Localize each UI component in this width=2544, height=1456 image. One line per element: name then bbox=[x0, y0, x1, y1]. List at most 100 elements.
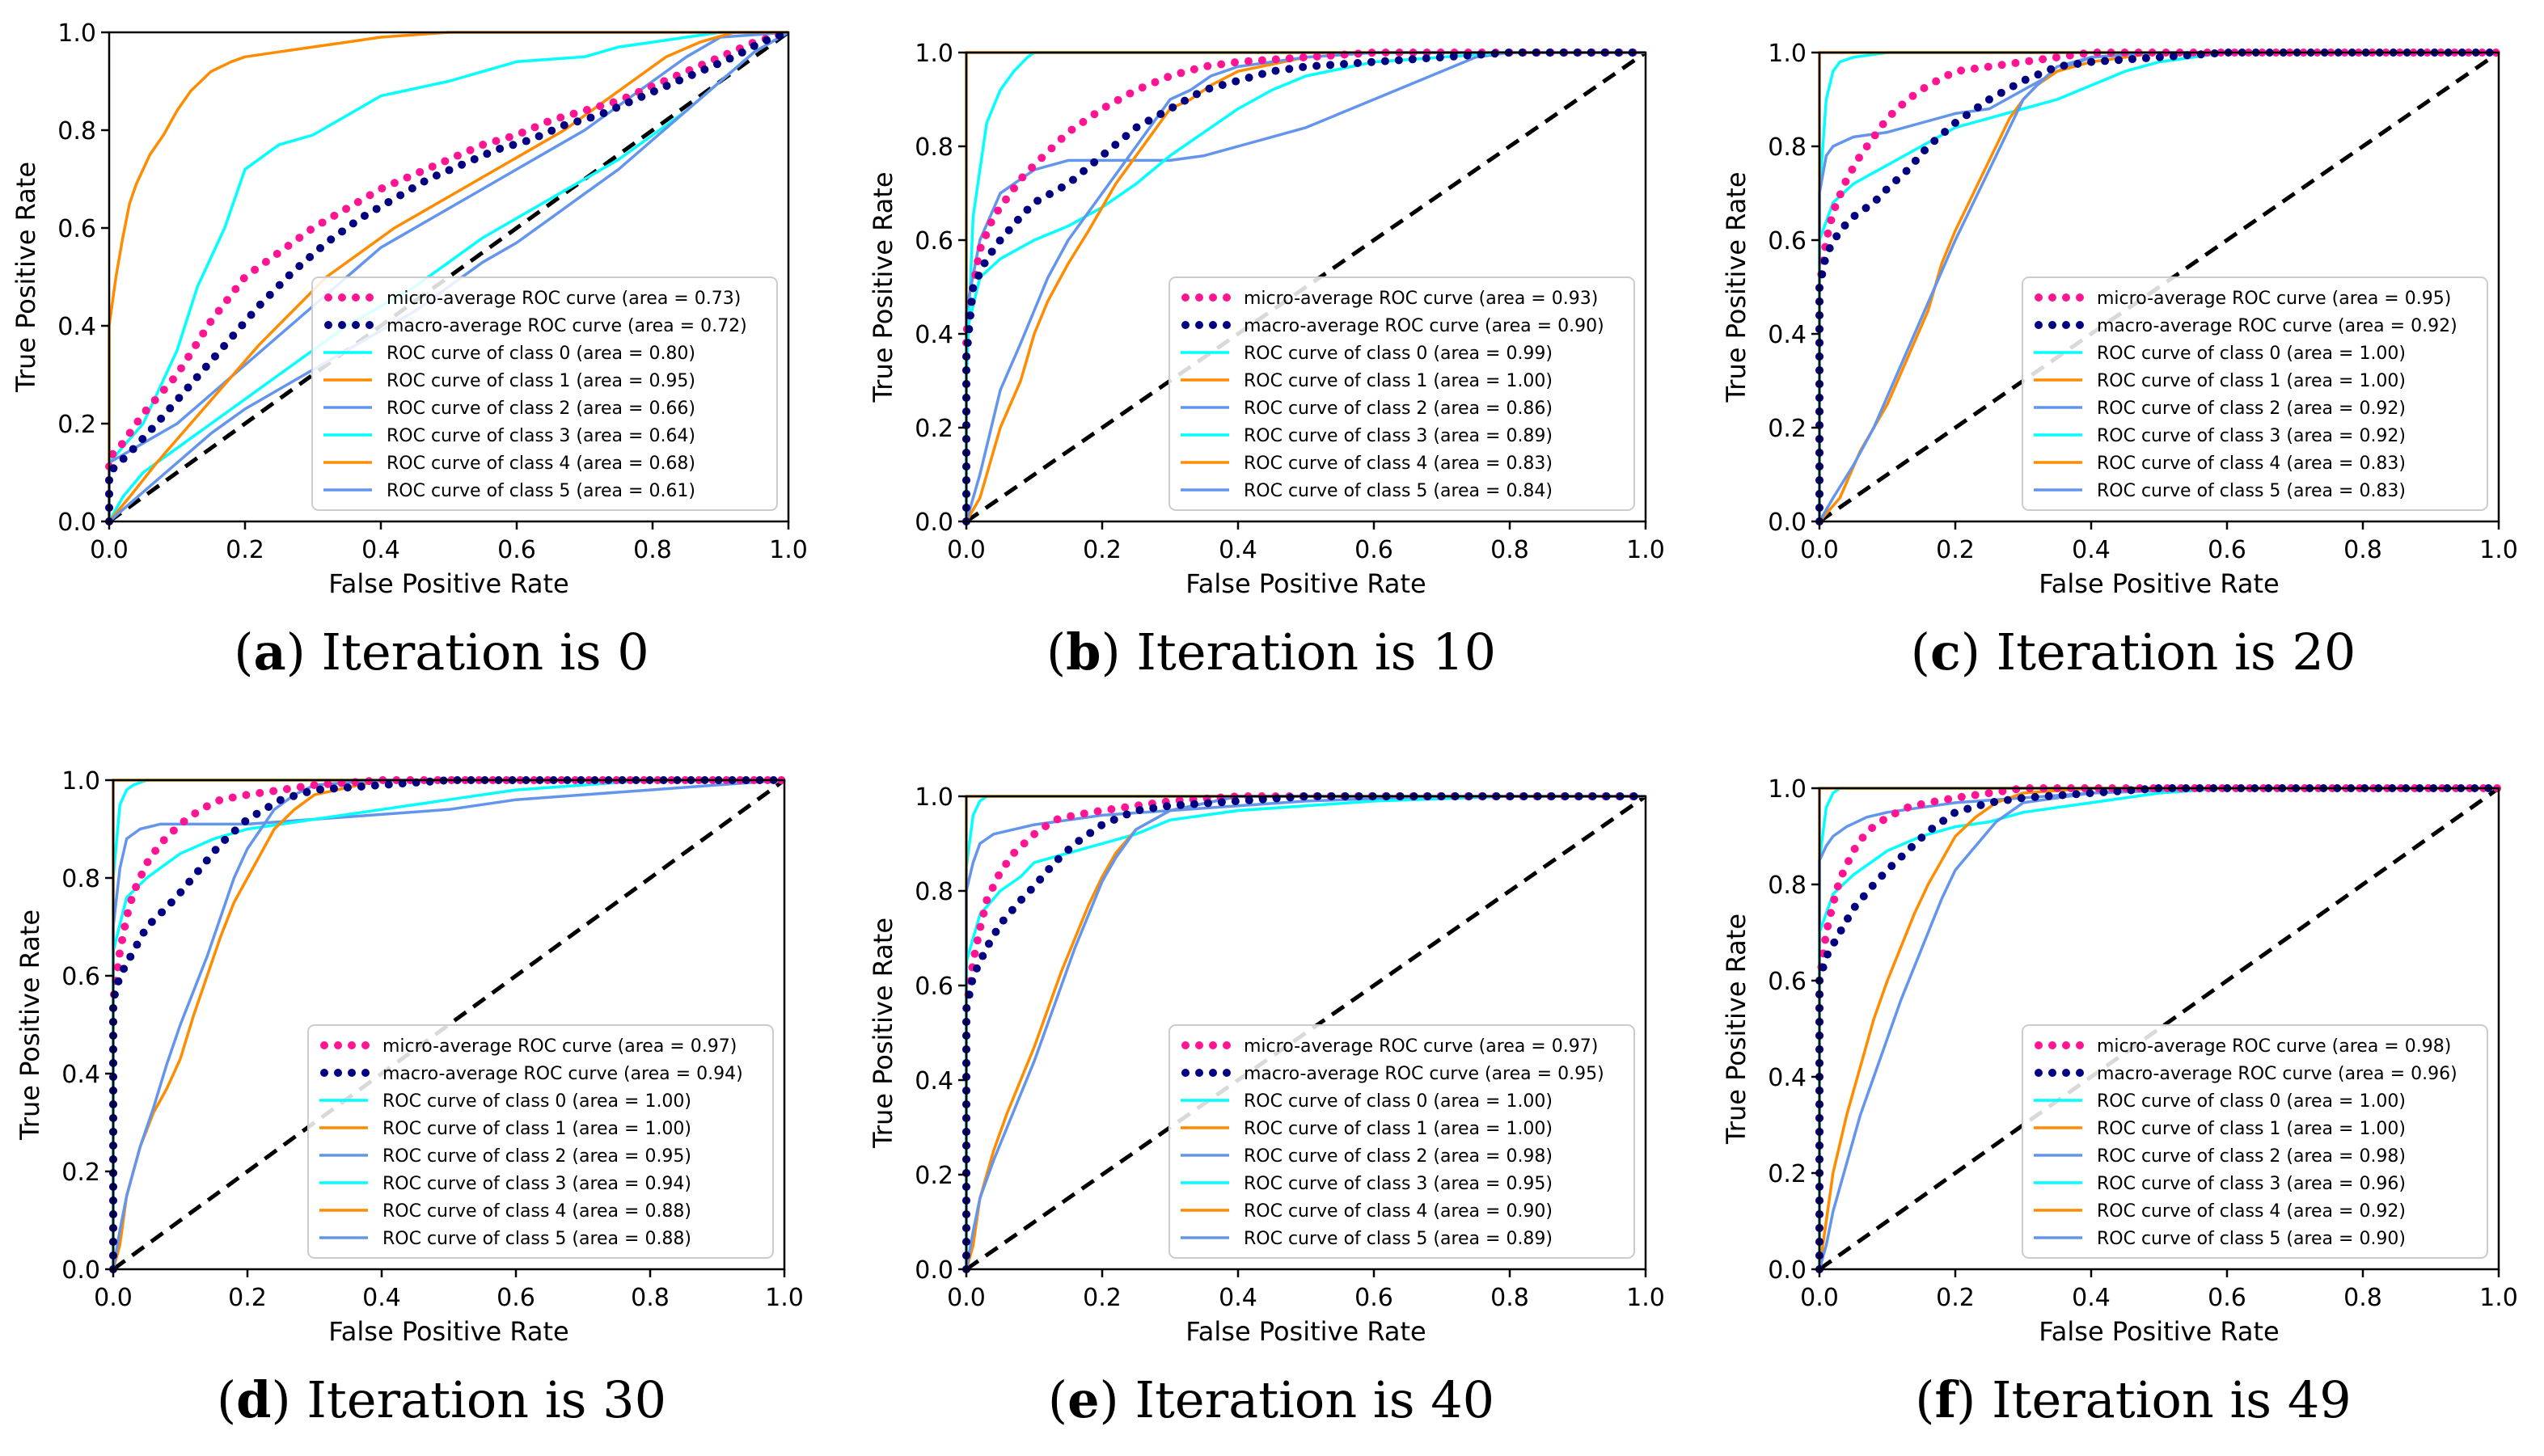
x-tick-label: 0.2 bbox=[1936, 536, 1975, 564]
y-tick-label: 0.6 bbox=[915, 227, 953, 255]
y-tick-label: 1.0 bbox=[1768, 40, 1807, 68]
roc-series-line-0 bbox=[105, 28, 792, 525]
y-tick-label: 0.8 bbox=[1768, 133, 1807, 162]
x-axis-label: False Positive Rate bbox=[2039, 1316, 2279, 1347]
legend-label: micro-average ROC curve (area = 0.97) bbox=[382, 1036, 737, 1057]
legend-label: ROC curve of class 0 (area = 0.80) bbox=[387, 344, 695, 364]
legend-label: ROC curve of class 0 (area = 0.99) bbox=[1244, 344, 1553, 364]
roc-series-line-7 bbox=[965, 51, 1646, 522]
y-tick-label: 0.8 bbox=[57, 117, 96, 146]
y-tick-label: 0.0 bbox=[1768, 509, 1807, 537]
plot-frame bbox=[965, 51, 1647, 523]
y-axis-label: True Positive Rate bbox=[868, 918, 898, 1149]
legend-box bbox=[1168, 276, 1635, 511]
roc-series-line-5 bbox=[112, 779, 784, 1269]
legend-label: macro-average ROC curve (area = 0.96) bbox=[2097, 1064, 2457, 1084]
legend-label: macro-average ROC curve (area = 0.92) bbox=[2097, 316, 2457, 336]
roc-series-line-2 bbox=[108, 31, 788, 521]
x-tick-label: 0.6 bbox=[497, 1284, 535, 1312]
legend-label: ROC curve of class 3 (area = 0.94) bbox=[382, 1174, 691, 1194]
roc-series-line-0 bbox=[962, 49, 1650, 525]
x-tick-label: 1.0 bbox=[2479, 536, 2518, 564]
x-tick-label: 0.8 bbox=[633, 536, 672, 564]
legend-label: macro-average ROC curve (area = 0.90) bbox=[1244, 316, 1604, 336]
roc-chart-0: 0.0 0.2 0.4 0.6 0.8 1.0 0.0 0.2 0.4 0.6 0.8 1.0 Fals… bbox=[11, 19, 808, 599]
x-tick-label: 1.0 bbox=[765, 1284, 804, 1312]
x-tick-label: 0.6 bbox=[497, 536, 536, 564]
plot-frame bbox=[108, 31, 790, 523]
x-tick-label: 0.8 bbox=[1490, 1284, 1529, 1312]
legend-label: ROC curve of class 4 (area = 0.83) bbox=[2097, 454, 2406, 474]
y-tick-label: 0.2 bbox=[915, 1162, 953, 1190]
x-tick-label: 1.0 bbox=[1626, 1284, 1665, 1312]
x-tick-label: 0.4 bbox=[362, 1284, 401, 1312]
legend-label: micro-average ROC curve (area = 0.95) bbox=[2097, 289, 2451, 309]
legend-label: ROC curve of class 0 (area = 1.00) bbox=[2097, 344, 2406, 364]
y-tick-label: 0.4 bbox=[915, 1067, 953, 1095]
roc-series-line-7 bbox=[1818, 787, 2499, 1270]
y-tick-label: 0.6 bbox=[915, 973, 953, 1001]
y-tick-label: 0.8 bbox=[61, 865, 100, 893]
y-tick-label: 0.2 bbox=[1768, 1160, 1807, 1188]
y-tick-label: 1.0 bbox=[915, 40, 953, 68]
legend-label: ROC curve of class 3 (area = 0.92) bbox=[2097, 426, 2406, 446]
x-tick-label: 0.0 bbox=[947, 536, 986, 564]
y-tick-label: 1.0 bbox=[915, 783, 953, 812]
roc-series-line-5 bbox=[108, 31, 789, 522]
legend-label: ROC curve of class 1 (area = 1.00) bbox=[2097, 371, 2406, 391]
x-tick-label: 0.4 bbox=[2072, 536, 2111, 564]
legend-label: ROC curve of class 0 (area = 1.00) bbox=[2097, 1091, 2406, 1112]
plot-frame bbox=[112, 779, 786, 1271]
x-tick-label: 1.0 bbox=[2479, 1284, 2518, 1312]
legend-box bbox=[2022, 1024, 2488, 1259]
y-axis-label: True Positive Rate bbox=[1721, 914, 1752, 1145]
legend-label: ROC curve of class 2 (area = 0.66) bbox=[387, 399, 695, 419]
legend-label: ROC curve of class 2 (area = 0.95) bbox=[382, 1146, 691, 1167]
x-tick-label: 1.0 bbox=[1626, 536, 1665, 564]
x-axis-label: False Positive Rate bbox=[1185, 1316, 1426, 1347]
x-tick-label: 0.4 bbox=[361, 536, 400, 564]
x-tick-label: 0.2 bbox=[226, 536, 264, 564]
roc-series-line-5 bbox=[965, 795, 1646, 1269]
x-axis-label: False Positive Rate bbox=[1185, 568, 1426, 599]
roc-series-line-6 bbox=[1818, 787, 2499, 1270]
y-tick-label: 0.2 bbox=[915, 415, 953, 443]
legend-label: ROC curve of class 3 (area = 0.89) bbox=[1244, 426, 1553, 446]
x-tick-label: 0.4 bbox=[2072, 1284, 2111, 1312]
legend-label: ROC curve of class 0 (area = 1.00) bbox=[1244, 1091, 1553, 1112]
legend-label: ROC curve of class 5 (area = 0.61) bbox=[387, 481, 695, 501]
y-tick-label: 0.8 bbox=[1768, 871, 1807, 900]
caption-e: (e) Iteration is 40 bbox=[1047, 1370, 1495, 1429]
y-tick-label: 0.2 bbox=[1768, 415, 1807, 443]
caption-b: (b) Iteration is 10 bbox=[1046, 622, 1497, 682]
legend-box bbox=[311, 276, 778, 511]
legend-box bbox=[2022, 276, 2488, 511]
legend-box bbox=[1168, 1024, 1635, 1259]
x-tick-label: 0.8 bbox=[631, 1284, 670, 1312]
legend-label: ROC curve of class 1 (area = 1.00) bbox=[1244, 371, 1553, 391]
x-tick-label: 0.2 bbox=[1083, 1284, 1122, 1312]
legend-label: ROC curve of class 4 (area = 0.88) bbox=[382, 1201, 691, 1222]
y-tick-label: 0.6 bbox=[57, 215, 96, 243]
roc-series-line-7 bbox=[1818, 51, 2499, 522]
roc-series-line-1 bbox=[109, 776, 788, 1273]
y-tick-label: 0.4 bbox=[61, 1061, 100, 1089]
legend-label: ROC curve of class 5 (area = 0.88) bbox=[382, 1229, 691, 1249]
roc-series-line-1 bbox=[1815, 49, 2503, 525]
roc-chart-1: 0.0 0.2 0.4 0.6 0.8 1.0 0.0 0.2 0.4 0.6 0.8 1.0 Fals… bbox=[868, 40, 1665, 599]
roc-chart-5: 0.0 0.2 0.4 0.6 0.8 1.0 0.0 0.2 0.4 0.6 0.8 1.0 Fals… bbox=[1721, 775, 2518, 1347]
y-tick-label: 0.6 bbox=[1768, 968, 1807, 996]
x-tick-label: 0.8 bbox=[2343, 1284, 2382, 1312]
legend-label: ROC curve of class 5 (area = 0.83) bbox=[2097, 481, 2406, 501]
chance-diagonal-line bbox=[112, 778, 786, 1272]
y-tick-label: 0.6 bbox=[1768, 227, 1807, 255]
x-tick-label: 0.2 bbox=[228, 1284, 267, 1312]
x-tick-label: 0.6 bbox=[2208, 536, 2246, 564]
roc-series-line-6 bbox=[108, 31, 788, 523]
x-axis-label: False Positive Rate bbox=[328, 1316, 568, 1347]
plot-frame bbox=[965, 795, 1647, 1271]
caption-f: (f) Iteration is 49 bbox=[1915, 1370, 2352, 1429]
legend-label: ROC curve of class 4 (area = 0.83) bbox=[1244, 454, 1553, 474]
x-tick-label: 0.4 bbox=[1219, 536, 1257, 564]
